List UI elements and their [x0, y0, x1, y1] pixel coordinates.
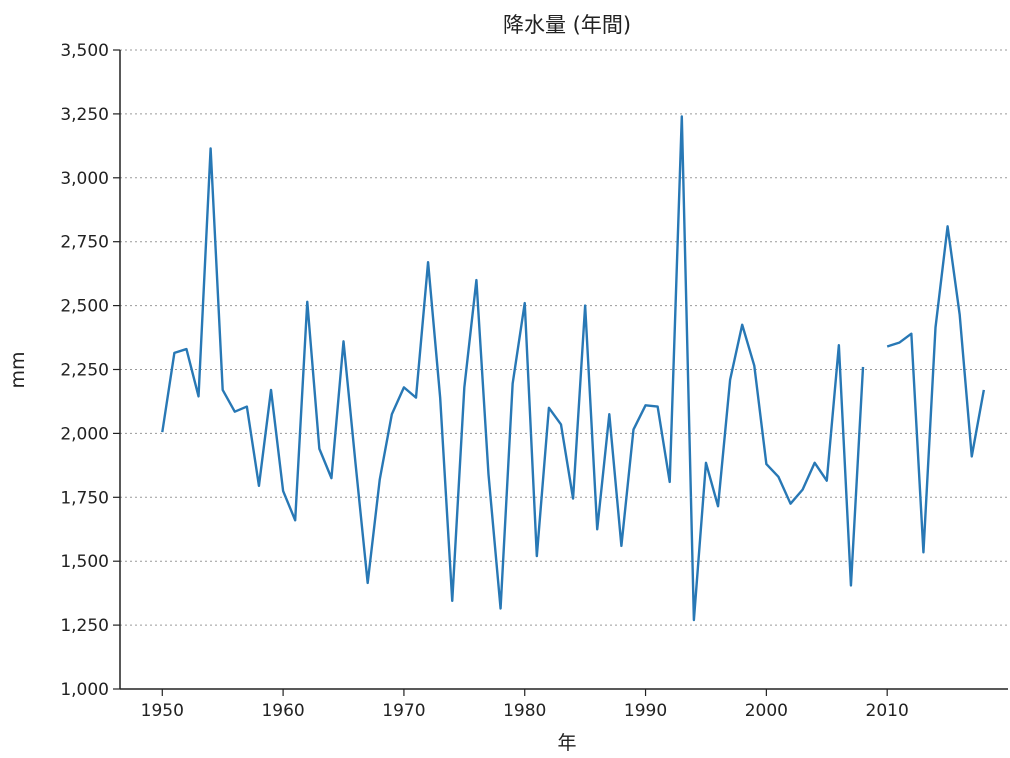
x-tick-label: 1970	[382, 701, 425, 721]
data-point	[366, 582, 368, 584]
series-layer	[161, 115, 986, 622]
y-axis-ticks: 1,000 1,250 1,500 1,750 2,000 2,250 2,500 2,750…	[60, 41, 120, 700]
data-point	[379, 478, 381, 480]
data-point	[221, 389, 223, 391]
y-tick-label: 1,250	[60, 616, 109, 636]
data-point	[656, 405, 658, 407]
data-point	[234, 410, 236, 412]
data-point	[669, 481, 671, 483]
data-point	[294, 519, 296, 521]
data-point	[173, 352, 175, 354]
data-point	[862, 366, 864, 368]
y-tick-label: 2,000	[60, 424, 109, 444]
data-point	[958, 313, 960, 315]
data-point	[560, 423, 562, 425]
data-point	[306, 301, 308, 303]
data-point	[270, 389, 272, 391]
y-tick-label: 1,000	[60, 680, 109, 700]
data-point	[463, 386, 465, 388]
y-tick-label: 1,750	[60, 488, 109, 508]
data-point	[717, 505, 719, 507]
data-point	[608, 413, 610, 415]
data-point	[511, 382, 513, 384]
data-point	[898, 341, 900, 343]
y-tick-label: 1,500	[60, 552, 109, 572]
data-point	[838, 344, 840, 346]
data-point	[971, 455, 973, 457]
data-point	[632, 428, 634, 430]
data-point	[584, 304, 586, 306]
data-point	[318, 448, 320, 450]
data-point	[391, 413, 393, 415]
data-point	[826, 479, 828, 481]
x-tick-label: 2010	[866, 701, 909, 721]
y-tick-label: 3,000	[60, 169, 109, 189]
data-point	[705, 462, 707, 464]
data-point	[741, 324, 743, 326]
data-point	[693, 619, 695, 621]
y-tick-label: 2,750	[60, 233, 109, 253]
data-point	[330, 477, 332, 479]
x-tick-label: 2000	[745, 701, 788, 721]
y-axis-title: mm	[7, 351, 29, 388]
data-point	[258, 485, 260, 487]
data-point	[197, 395, 199, 397]
data-point	[403, 386, 405, 388]
data-point	[596, 528, 598, 530]
data-point	[246, 405, 248, 407]
data-point	[789, 502, 791, 504]
chart-title: 降水量 (年間)	[503, 13, 631, 37]
x-tick-label: 1980	[503, 701, 546, 721]
data-point	[765, 463, 767, 465]
data-point	[282, 490, 284, 492]
data-point	[910, 333, 912, 335]
data-point	[415, 396, 417, 398]
data-point	[753, 364, 755, 366]
data-point	[161, 431, 163, 433]
x-tick-label: 1960	[261, 701, 304, 721]
data-point	[354, 463, 356, 465]
y-tick-label: 2,500	[60, 297, 109, 317]
data-point	[983, 389, 985, 391]
data-point	[777, 476, 779, 478]
data-point	[572, 497, 574, 499]
gridlines	[120, 49, 1008, 626]
data-point	[886, 345, 888, 347]
x-tick-label: 1990	[624, 701, 667, 721]
data-point	[801, 488, 803, 490]
data-point	[681, 115, 683, 117]
data-point	[620, 545, 622, 547]
x-axis-ticks: 1950 1960 1970 1980 1990 2000 2010	[141, 689, 909, 721]
data-point	[644, 404, 646, 406]
data-point	[524, 302, 526, 304]
x-axis-title: 年	[557, 732, 576, 754]
data-point	[427, 261, 429, 263]
data-point	[536, 555, 538, 557]
data-point	[548, 407, 550, 409]
data-point	[439, 396, 441, 398]
data-point	[475, 279, 477, 281]
data-point	[946, 225, 948, 227]
data-point	[487, 473, 489, 475]
y-tick-label: 2,250	[60, 361, 109, 381]
axes	[119, 50, 1008, 690]
data-point	[185, 348, 187, 350]
data-point	[729, 379, 731, 381]
data-point	[850, 584, 852, 586]
data-point	[451, 600, 453, 602]
data-point	[342, 340, 344, 342]
data-point	[934, 326, 936, 328]
precipitation-line	[161, 115, 986, 622]
x-tick-label: 1950	[141, 701, 184, 721]
data-point	[499, 607, 501, 609]
data-point	[922, 551, 924, 553]
y-tick-label: 3,500	[60, 41, 109, 61]
data-point	[209, 147, 211, 149]
data-point	[813, 462, 815, 464]
y-tick-label: 3,250	[60, 105, 109, 125]
